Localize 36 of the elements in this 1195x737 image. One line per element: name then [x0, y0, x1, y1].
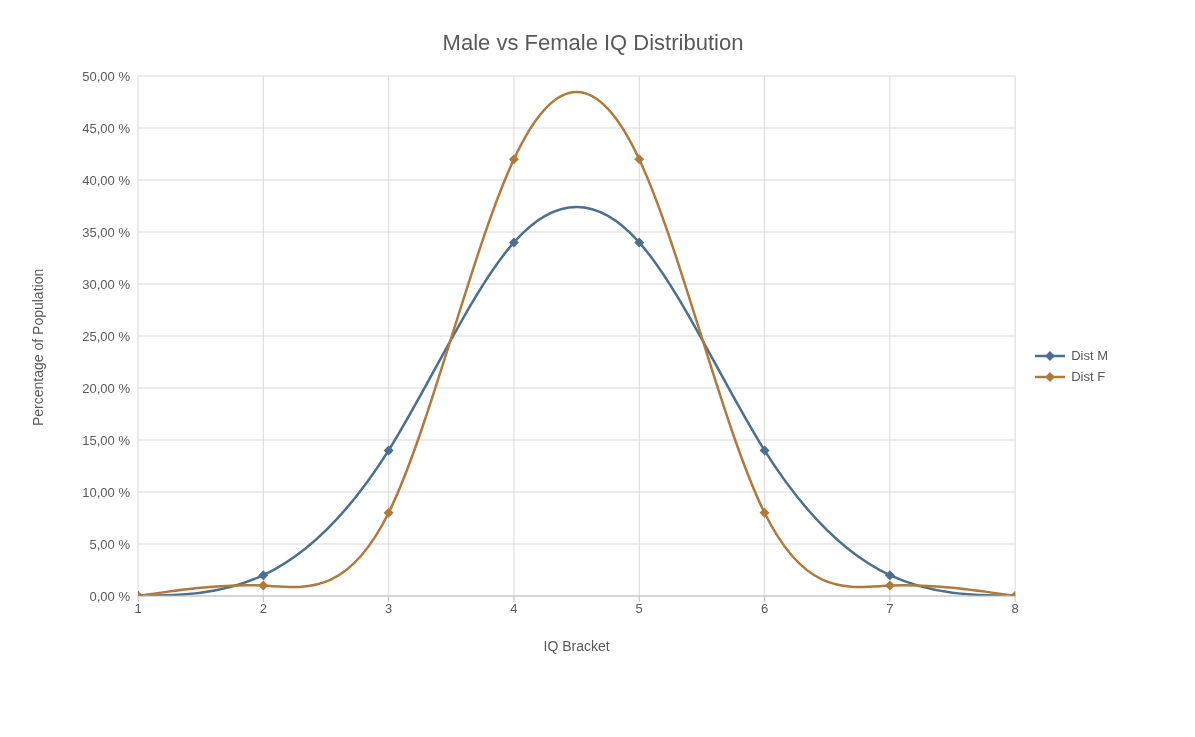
point: [884, 570, 895, 581]
y-tick-label: 10,00 %: [82, 484, 131, 500]
x-tick-label: 7: [886, 601, 894, 617]
x-tick-label: 4: [510, 601, 518, 617]
y-tick-label: 40,00 %: [82, 172, 131, 188]
y-tick-label: 0,00 %: [89, 588, 131, 604]
point: [759, 445, 770, 456]
point: [258, 570, 269, 581]
y-tick-label: 30,00 %: [82, 276, 131, 292]
y-tick-label: 20,00 %: [82, 380, 131, 396]
x-tick-label: 5: [635, 601, 643, 617]
y-tick-label: 5,00 %: [89, 536, 131, 552]
x-tick-label: 6: [760, 601, 769, 617]
legend-label: Dist M: [1071, 348, 1108, 363]
point: [258, 580, 269, 591]
x-tick-label: 2: [259, 601, 267, 617]
x-tick-label: 1: [134, 601, 142, 617]
y-tick-label: 25,00 %: [82, 328, 131, 344]
point: [383, 445, 394, 456]
point: [508, 237, 519, 248]
point: [508, 154, 519, 165]
y-axis-title: Percentage of Population: [29, 268, 46, 426]
point: [884, 580, 895, 591]
y-tick-label: 45,00 %: [82, 120, 131, 136]
x-tick-label: 3: [385, 601, 393, 617]
point: [383, 507, 394, 518]
y-tick-label: 15,00 %: [82, 432, 131, 448]
point: [759, 507, 770, 518]
point: [634, 154, 645, 165]
point: [634, 237, 645, 248]
x-tick-label: 8: [1011, 601, 1019, 617]
chart-title: Male vs Female IQ Distribution: [441, 30, 745, 56]
legend-label: Dist F: [1071, 369, 1106, 384]
y-tick-label: 35,00 %: [82, 224, 131, 240]
y-tick-label: 50,00 %: [82, 68, 131, 84]
x-axis-title: IQ Bracket: [543, 638, 610, 654]
